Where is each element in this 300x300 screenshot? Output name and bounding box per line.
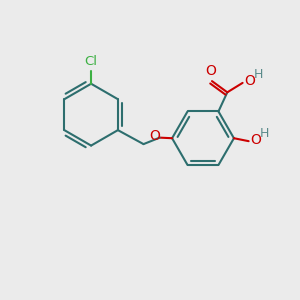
Text: O: O	[245, 74, 256, 88]
Text: O: O	[149, 129, 160, 143]
Text: Cl: Cl	[85, 56, 98, 68]
Text: H: H	[254, 68, 263, 81]
Text: O: O	[251, 133, 262, 147]
Text: O: O	[205, 64, 216, 78]
Text: H: H	[260, 127, 269, 140]
